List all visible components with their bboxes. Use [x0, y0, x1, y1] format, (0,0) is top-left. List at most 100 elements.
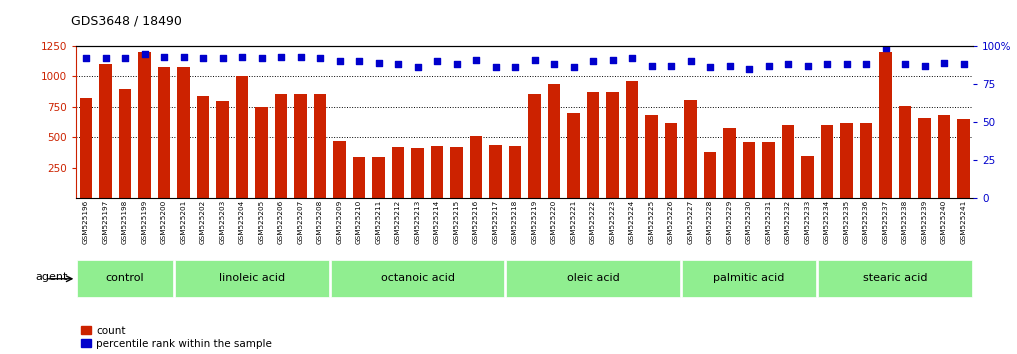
Bar — [859, 123, 873, 198]
Bar — [100, 64, 112, 198]
Bar — [411, 148, 424, 198]
Point — [448, 62, 465, 67]
Bar — [372, 157, 384, 198]
Legend: count, percentile rank within the sample: count, percentile rank within the sample — [81, 326, 272, 349]
Bar — [899, 106, 911, 198]
Point — [390, 62, 406, 67]
Bar — [353, 157, 365, 198]
Bar — [313, 93, 326, 198]
Point — [663, 63, 679, 69]
Point — [234, 54, 250, 59]
Bar — [567, 113, 580, 198]
Bar — [217, 101, 229, 198]
Bar — [175, 261, 328, 297]
Point — [780, 62, 796, 67]
Bar — [681, 261, 817, 297]
Bar — [704, 152, 716, 198]
Point — [195, 55, 212, 61]
Point — [527, 57, 543, 63]
Point — [936, 60, 952, 65]
Bar — [177, 67, 190, 198]
Bar — [331, 261, 504, 297]
Bar — [879, 52, 892, 198]
Bar — [255, 107, 267, 198]
Point — [429, 58, 445, 64]
Bar — [196, 96, 210, 198]
Point — [156, 54, 172, 59]
Bar — [665, 123, 677, 198]
Point — [565, 64, 582, 70]
Bar — [528, 93, 541, 198]
Text: stearic acid: stearic acid — [863, 273, 928, 283]
Point — [955, 62, 971, 67]
Point — [468, 57, 484, 63]
Point — [117, 55, 133, 61]
Text: agent: agent — [36, 272, 68, 282]
Point — [585, 58, 601, 64]
Point — [215, 55, 231, 61]
Point — [838, 62, 854, 67]
Point — [799, 63, 816, 69]
Bar — [821, 125, 833, 198]
Point — [78, 55, 95, 61]
Bar — [625, 81, 639, 198]
Bar — [801, 156, 814, 198]
Bar — [508, 146, 522, 198]
Bar — [470, 136, 482, 198]
Bar — [548, 84, 560, 198]
Bar — [723, 127, 736, 198]
Point — [136, 51, 153, 56]
Bar — [430, 146, 443, 198]
Bar — [506, 261, 679, 297]
Point — [487, 64, 503, 70]
Bar — [158, 67, 171, 198]
Point — [682, 58, 699, 64]
Bar — [79, 98, 93, 198]
Point — [761, 63, 777, 69]
Point — [702, 64, 718, 70]
Bar — [451, 147, 463, 198]
Bar — [236, 76, 248, 198]
Text: linoleic acid: linoleic acid — [219, 273, 285, 283]
Point — [98, 55, 114, 61]
Point — [370, 60, 386, 65]
Text: octanoic acid: octanoic acid — [380, 273, 455, 283]
Bar — [489, 145, 501, 198]
Bar — [645, 115, 658, 198]
Point — [623, 55, 640, 61]
Bar — [334, 141, 346, 198]
Bar — [275, 93, 288, 198]
Point — [878, 45, 894, 50]
Point — [312, 55, 328, 61]
Point — [819, 62, 835, 67]
Bar — [819, 261, 972, 297]
Text: palmitic acid: palmitic acid — [713, 273, 785, 283]
Bar — [957, 119, 970, 198]
Bar — [119, 88, 131, 198]
Point — [273, 54, 289, 59]
Text: control: control — [106, 273, 144, 283]
Text: oleic acid: oleic acid — [566, 273, 619, 283]
Bar — [782, 125, 794, 198]
Bar — [918, 118, 931, 198]
Point — [506, 64, 523, 70]
Point — [897, 62, 913, 67]
Point — [916, 63, 933, 69]
Bar — [762, 142, 775, 198]
Bar — [606, 92, 619, 198]
Bar — [742, 142, 756, 198]
Point — [604, 57, 620, 63]
Bar — [840, 123, 853, 198]
Bar — [392, 147, 405, 198]
Bar — [294, 93, 307, 198]
Point — [546, 62, 562, 67]
Point — [644, 63, 660, 69]
Bar — [138, 52, 151, 198]
Point — [721, 63, 737, 69]
Point — [253, 55, 270, 61]
Point — [332, 58, 348, 64]
Point — [293, 54, 309, 59]
Bar — [684, 99, 697, 198]
Bar — [938, 115, 950, 198]
Point — [741, 66, 758, 72]
